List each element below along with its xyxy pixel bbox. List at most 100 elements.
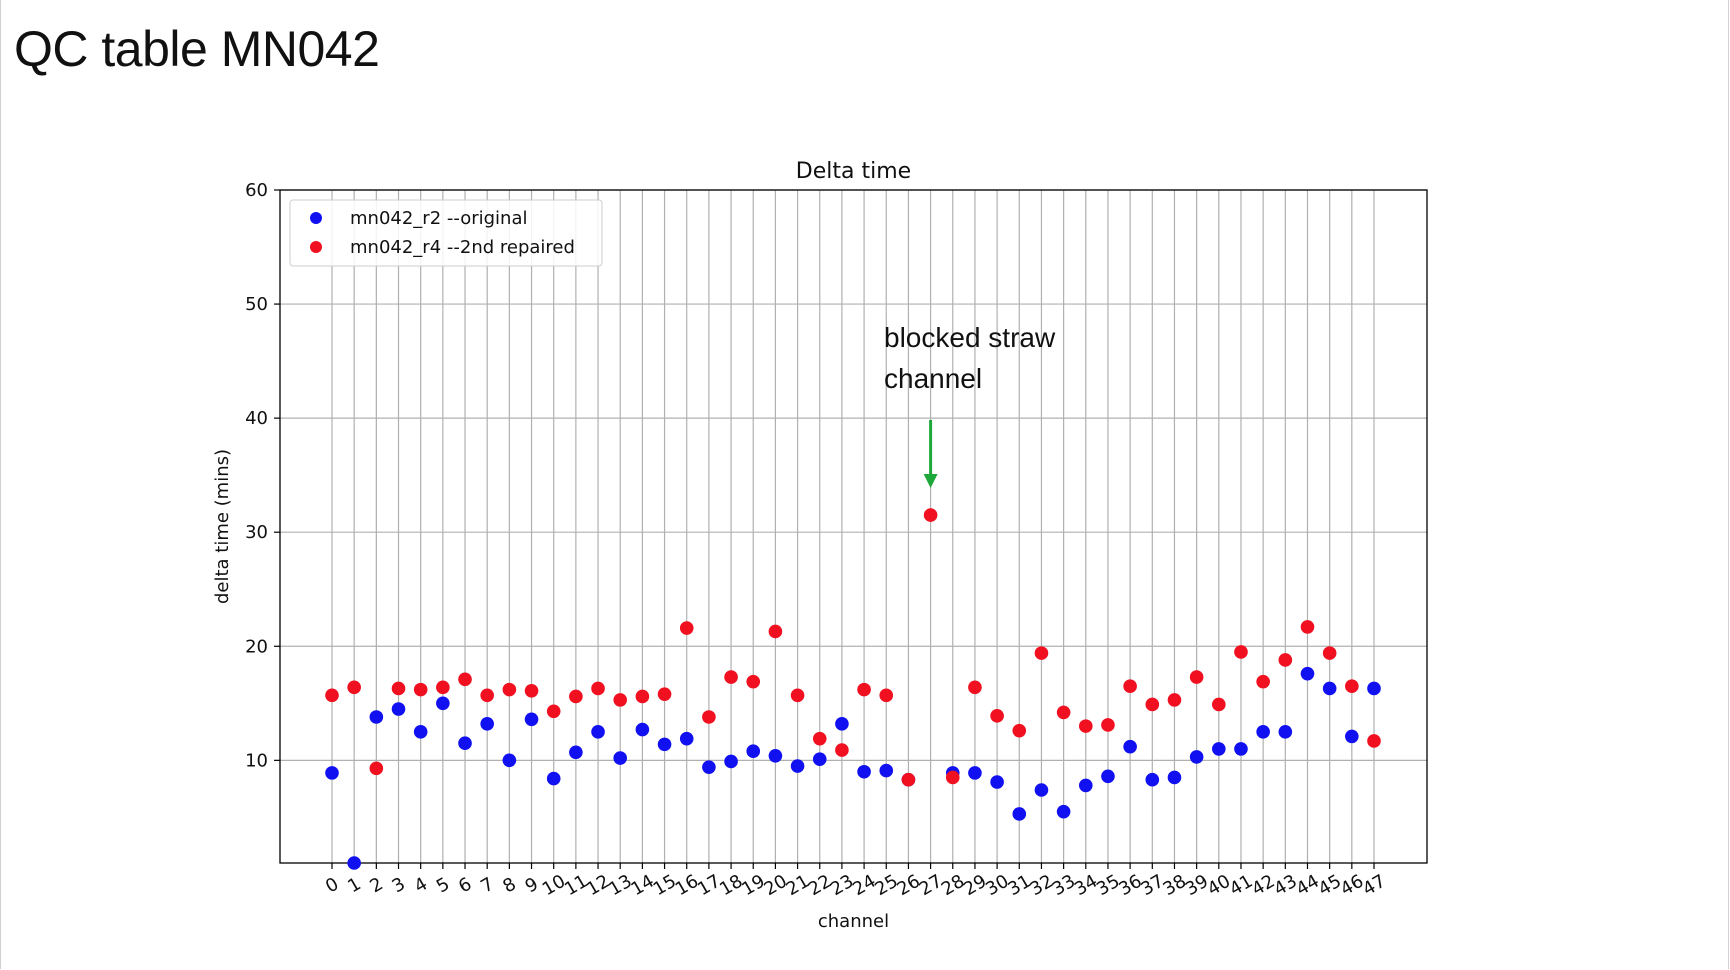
data-point-original: [436, 696, 450, 711]
y-tick-label: 20: [245, 636, 268, 657]
x-tick-label: 0: [322, 873, 342, 897]
data-point-original: [746, 744, 761, 759]
x-tick-label: 9: [522, 873, 542, 897]
y-tick-label: 30: [245, 522, 268, 543]
plot-area-frame: [279, 189, 1428, 864]
data-point-original: [812, 752, 827, 766]
data-point-original: [369, 710, 384, 724]
data-point-original: [790, 759, 805, 773]
data-point-original: [325, 766, 339, 780]
data-point-repaired: [945, 770, 960, 785]
data-point-original: [1300, 666, 1315, 681]
y-axis-label: delta time (mins): [212, 449, 233, 604]
data-point-repaired: [768, 624, 783, 639]
data-point-original: [1367, 681, 1381, 696]
data-point-repaired: [413, 682, 428, 697]
data-point-original: [524, 712, 539, 727]
data-point-original: [1101, 769, 1115, 784]
legend-label-original: mn042_r2 --original: [350, 208, 527, 229]
data-point-repaired: [1345, 679, 1359, 693]
y-axis-ticks: 10 20 30 40 50 60: [245, 180, 280, 771]
data-point-repaired: [635, 689, 650, 704]
data-point-original: [502, 753, 517, 768]
data-point-repaired: [1078, 719, 1093, 733]
data-point-repaired: [369, 761, 384, 776]
data-point-original: [1322, 681, 1337, 696]
data-point-repaired: [347, 680, 361, 695]
legend-marker-original: [310, 212, 322, 224]
data-point-repaired: [679, 621, 694, 635]
data-point-repaired: [1012, 723, 1027, 738]
annotation-line-2: channel: [884, 363, 983, 394]
annotation-arrow-icon: [923, 420, 938, 488]
data-point-original: [1012, 807, 1027, 821]
legend-box: [289, 199, 603, 267]
x-tick-label: 1: [344, 873, 364, 897]
slide-title: QC table MN042: [14, 21, 380, 77]
data-point-repaired: [1123, 679, 1137, 693]
data-point-original: [480, 717, 494, 731]
data-point-repaired: [524, 683, 539, 698]
data-point-repaired: [1034, 646, 1049, 660]
x-tick-label: 5: [433, 873, 453, 897]
data-point-original: [458, 736, 472, 751]
data-point-repaired: [746, 674, 761, 689]
data-point-repaired: [812, 731, 827, 746]
data-point-original: [1034, 783, 1049, 797]
x-tick-label: 4: [411, 873, 431, 897]
data-point-original: [1145, 772, 1160, 787]
x-axis-label: channel: [818, 911, 889, 932]
data-point-repaired: [1189, 670, 1204, 684]
data-point-repaired: [1101, 718, 1115, 732]
data-point-original: [1078, 778, 1093, 793]
data-point-repaired: [923, 508, 938, 522]
data-point-repaired: [325, 688, 339, 703]
data-point-original: [546, 771, 561, 786]
data-point-original: [569, 745, 583, 760]
data-point-repaired: [1056, 705, 1071, 720]
data-point-repaired: [391, 681, 406, 696]
data-point-original: [635, 722, 650, 737]
y-tick-label: 40: [245, 408, 268, 429]
x-tick-label: 6: [455, 873, 475, 897]
data-point-repaired: [1234, 645, 1248, 659]
data-point-original: [724, 754, 738, 769]
x-tick-label: 3: [389, 873, 409, 897]
data-point-repaired: [436, 680, 450, 695]
data-point-repaired: [724, 670, 738, 684]
data-point-repaired: [1212, 697, 1226, 712]
data-point-repaired: [1322, 646, 1337, 660]
legend-label-repaired: mn042_r4 --2nd repaired: [350, 237, 575, 258]
x-tick-label: 2: [366, 873, 386, 897]
y-tick-label: 10: [245, 750, 268, 771]
data-point-repaired: [1145, 697, 1160, 712]
x-tick-label: 8: [499, 873, 519, 897]
data-point-original: [679, 731, 694, 746]
data-point-original: [768, 748, 783, 763]
data-point-original: [657, 737, 672, 752]
data-point-original: [968, 766, 982, 780]
data-point-repaired: [857, 682, 871, 697]
data-point-repaired: [790, 688, 805, 703]
x-tick-label: 47: [1359, 871, 1389, 901]
data-point-original: [591, 725, 605, 739]
data-point-original: [1167, 770, 1182, 785]
data-point-original: [1256, 725, 1270, 739]
data-point-repaired: [480, 688, 494, 703]
data-point-repaired: [702, 710, 716, 724]
data-point-repaired: [990, 709, 1004, 723]
data-point-original: [1212, 742, 1226, 756]
data-point-repaired: [1167, 693, 1182, 707]
data-point-repaired: [591, 681, 605, 696]
data-point-original: [1278, 725, 1293, 739]
data-point-original: [613, 751, 628, 765]
chart-legend: mn042_r2 --original mn042_r4 --2nd repai…: [289, 199, 603, 267]
data-point-repaired: [968, 680, 982, 695]
x-axis-ticks: 0 1 2 3 4 5 6 7 8 9101112131415161718192021222324…: [322, 863, 1389, 900]
data-point-repaired: [502, 682, 517, 697]
data-point-repaired: [546, 704, 561, 719]
data-point-original: [835, 717, 849, 731]
data-point-original: [347, 856, 361, 870]
data-point-repaired: [458, 672, 472, 687]
x-tick-label: 7: [477, 873, 497, 897]
